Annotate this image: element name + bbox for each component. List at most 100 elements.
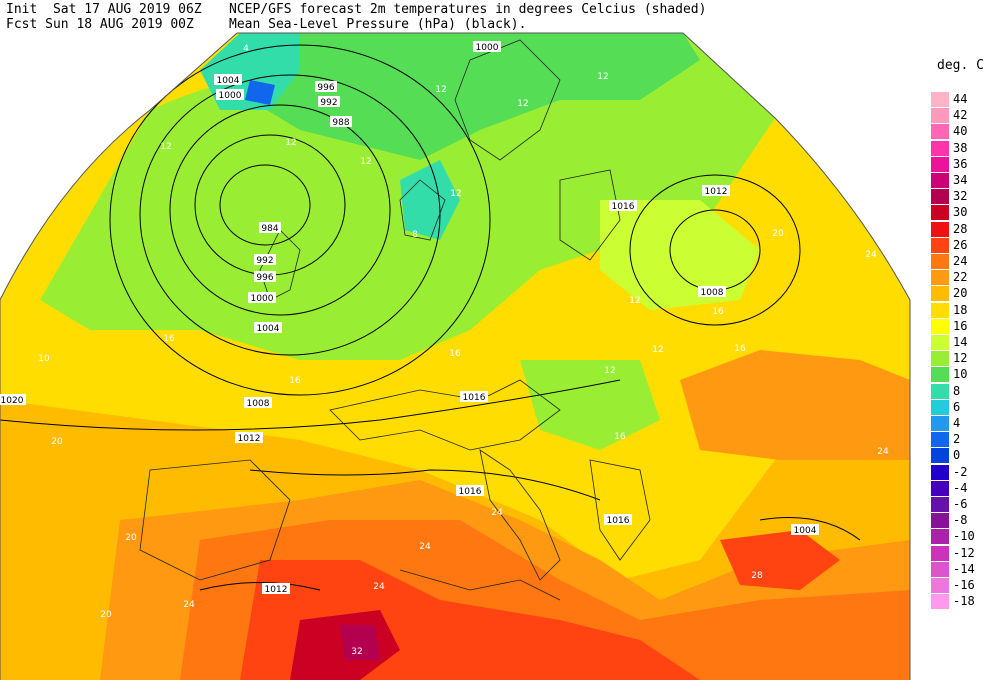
isobar-label: 1000 [476, 43, 499, 53]
isobar-label-bg [262, 583, 290, 594]
legend-swatch [931, 221, 949, 237]
legend-swatch [931, 578, 949, 593]
legend-label: 28 [953, 221, 968, 236]
isobar-label: 1016 [459, 487, 482, 497]
legend-swatch [931, 399, 949, 415]
legend-label: -12 [953, 545, 975, 560]
isobar-label: 1012 [238, 434, 261, 444]
isobar-label: 984 [261, 224, 278, 234]
legend-label: 2 [953, 432, 961, 447]
isobar-label-bg [330, 116, 352, 127]
legend-label: -8 [953, 513, 968, 528]
isobar-label: 1004 [217, 76, 240, 86]
temperature-contour-label: 12 [435, 85, 446, 95]
legend-swatch [931, 286, 949, 302]
legend-swatch [931, 205, 949, 221]
legend-swatch [931, 545, 949, 561]
legend-label: 22 [953, 270, 968, 285]
legend-swatch [931, 432, 949, 448]
isobar-label-bg [791, 524, 819, 535]
legend-swatch [931, 189, 949, 205]
legend-unit: deg. C [937, 58, 984, 73]
legend-label: 40 [953, 124, 968, 139]
isobar-label: 1000 [219, 91, 242, 101]
legend-swatch [931, 351, 949, 367]
temperature-contour-label: 16 [289, 376, 301, 386]
isobar-label: 1004 [257, 324, 280, 334]
legend-swatch [931, 594, 949, 610]
isobar-label-bg [698, 286, 726, 297]
temperature-contour-label: 10 [38, 354, 50, 364]
isobar-label-bg [216, 89, 244, 100]
forecast-time-label: Fcst Sun 18 AUG 2019 00Z [6, 17, 194, 32]
temperature-contour-labels: 12 12 12 12 12 12 12 12 12 12 16 16 16 16 16 16 20 20 20 20… [38, 44, 889, 657]
legend-label: 44 [953, 92, 968, 106]
temperature-contour-label: 12 [629, 296, 640, 306]
legend-label: 8 [953, 383, 961, 398]
legend-label: -2 [953, 464, 968, 479]
legend-swatch [931, 140, 949, 156]
temperature-contour-label: 12 [450, 189, 461, 199]
legend-label: 4 [953, 416, 961, 430]
legend-label: -18 [953, 594, 975, 609]
isobar-label-bg [702, 185, 730, 196]
legend-swatch [931, 367, 949, 383]
legend-label: -16 [953, 578, 975, 592]
temperature-contour-label: 24 [373, 582, 385, 592]
legend-swatch [931, 335, 949, 350]
temperature-contour-label: 20 [100, 610, 112, 620]
isobar-labels: 1000 1004 1000 996 992 988 984 992 996 1000 1004 10… [0, 41, 819, 595]
temperature-contour-label: 20 [772, 229, 784, 239]
isobar-label: 988 [332, 118, 349, 128]
temperature-contour-label: 20 [51, 437, 63, 447]
isobar-label: 1008 [701, 288, 724, 298]
isobar-label: 992 [256, 256, 273, 266]
temperature-contour-label: 12 [285, 138, 296, 148]
legend-swatch [931, 92, 949, 107]
temperature-contour-label: 32 [351, 647, 362, 657]
legend-swatch [931, 480, 949, 496]
legend-swatch [931, 237, 949, 253]
temperature-contour-label: 28 [751, 571, 763, 581]
temperature-contour-label: 20 [125, 533, 137, 543]
legend-swatch [931, 173, 949, 188]
isobar-label: 1004 [794, 526, 817, 536]
legend-label: 38 [953, 140, 968, 155]
legend-swatch [931, 270, 949, 286]
legend-label: 14 [953, 335, 968, 349]
map-subtitle: Mean Sea-Level Pressure (hPa) (black). [229, 17, 527, 32]
map-title: NCEP/GFS forecast 2m temperatures in deg… [229, 2, 707, 17]
temperature-contour-label: 16 [163, 334, 175, 344]
temperature-contour-label: 24 [491, 508, 503, 518]
legend-label: 34 [953, 173, 968, 187]
isobar-label-bg [254, 271, 276, 282]
isobar-label-bg [254, 322, 282, 333]
temperature-contour-label: 24 [877, 447, 889, 457]
temperature-contour-label: 24 [183, 600, 195, 610]
legend-label: 18 [953, 302, 968, 317]
legend-swatch [931, 416, 949, 431]
isobar-label: 1000 [251, 294, 274, 304]
legend-swatch [931, 464, 949, 480]
isobar-label-bg [235, 432, 263, 443]
temperature-contour-label: 12 [604, 366, 615, 376]
isobar-label: 1012 [265, 585, 288, 595]
isobar-label-bg [259, 222, 281, 233]
legend-swatch [931, 318, 949, 334]
legend-label: 16 [953, 318, 968, 333]
temperature-pressure-map: 1000 1004 1000 996 992 988 984 992 996 1000 1004 10… [0, 32, 911, 680]
legend-swatch [931, 156, 949, 172]
legend-label: 0 [953, 448, 961, 463]
temperature-contour-label: 12 [597, 72, 608, 82]
temperature-contour-label: 24 [865, 250, 877, 260]
isobar-label-bg [254, 254, 276, 265]
legend-swatch [931, 124, 949, 140]
isobar-label-bg [214, 74, 242, 85]
isobar-label: 1020 [1, 396, 24, 406]
temperature-contour-label: 12 [360, 157, 371, 167]
temperature-contour-label: 12 [160, 142, 171, 152]
isobar-label: 1008 [247, 399, 270, 409]
init-time-label: Init Sat 17 AUG 2019 06Z [6, 2, 202, 17]
isobar-label: 996 [317, 83, 334, 93]
legend-swatch [931, 254, 949, 269]
